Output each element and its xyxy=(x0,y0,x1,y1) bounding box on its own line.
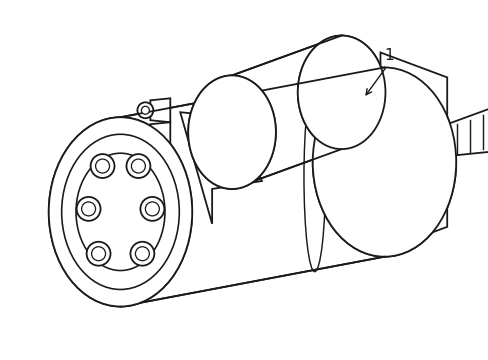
Circle shape xyxy=(135,247,149,261)
Circle shape xyxy=(140,197,164,221)
Ellipse shape xyxy=(377,80,447,220)
Circle shape xyxy=(408,96,430,118)
Circle shape xyxy=(140,197,164,221)
Circle shape xyxy=(149,170,163,184)
Circle shape xyxy=(126,154,150,178)
Circle shape xyxy=(91,247,105,261)
Circle shape xyxy=(130,242,154,266)
Circle shape xyxy=(137,126,153,142)
Circle shape xyxy=(77,197,101,221)
Circle shape xyxy=(95,159,109,173)
Circle shape xyxy=(131,159,145,173)
Circle shape xyxy=(137,150,153,166)
Circle shape xyxy=(141,130,149,138)
Circle shape xyxy=(141,106,149,114)
Polygon shape xyxy=(180,112,262,224)
Polygon shape xyxy=(326,139,366,187)
Text: 1: 1 xyxy=(384,48,393,63)
Polygon shape xyxy=(447,102,488,156)
Ellipse shape xyxy=(312,67,455,257)
Circle shape xyxy=(77,197,101,221)
Circle shape xyxy=(145,202,159,216)
Polygon shape xyxy=(232,36,341,189)
Circle shape xyxy=(90,154,114,178)
Circle shape xyxy=(137,102,153,118)
Circle shape xyxy=(126,154,150,178)
Polygon shape xyxy=(161,166,181,188)
Ellipse shape xyxy=(188,75,275,189)
Polygon shape xyxy=(150,146,170,170)
Circle shape xyxy=(141,154,149,162)
Ellipse shape xyxy=(297,36,385,149)
Polygon shape xyxy=(380,53,447,252)
Ellipse shape xyxy=(49,117,192,306)
Circle shape xyxy=(86,242,110,266)
Ellipse shape xyxy=(312,67,455,257)
Polygon shape xyxy=(150,122,170,146)
Polygon shape xyxy=(120,67,384,306)
Ellipse shape xyxy=(49,117,192,306)
Circle shape xyxy=(81,202,95,216)
Ellipse shape xyxy=(188,75,275,189)
Polygon shape xyxy=(331,157,361,184)
Circle shape xyxy=(90,154,114,178)
Circle shape xyxy=(86,242,110,266)
Polygon shape xyxy=(150,98,170,122)
Circle shape xyxy=(130,242,154,266)
Ellipse shape xyxy=(297,36,385,149)
